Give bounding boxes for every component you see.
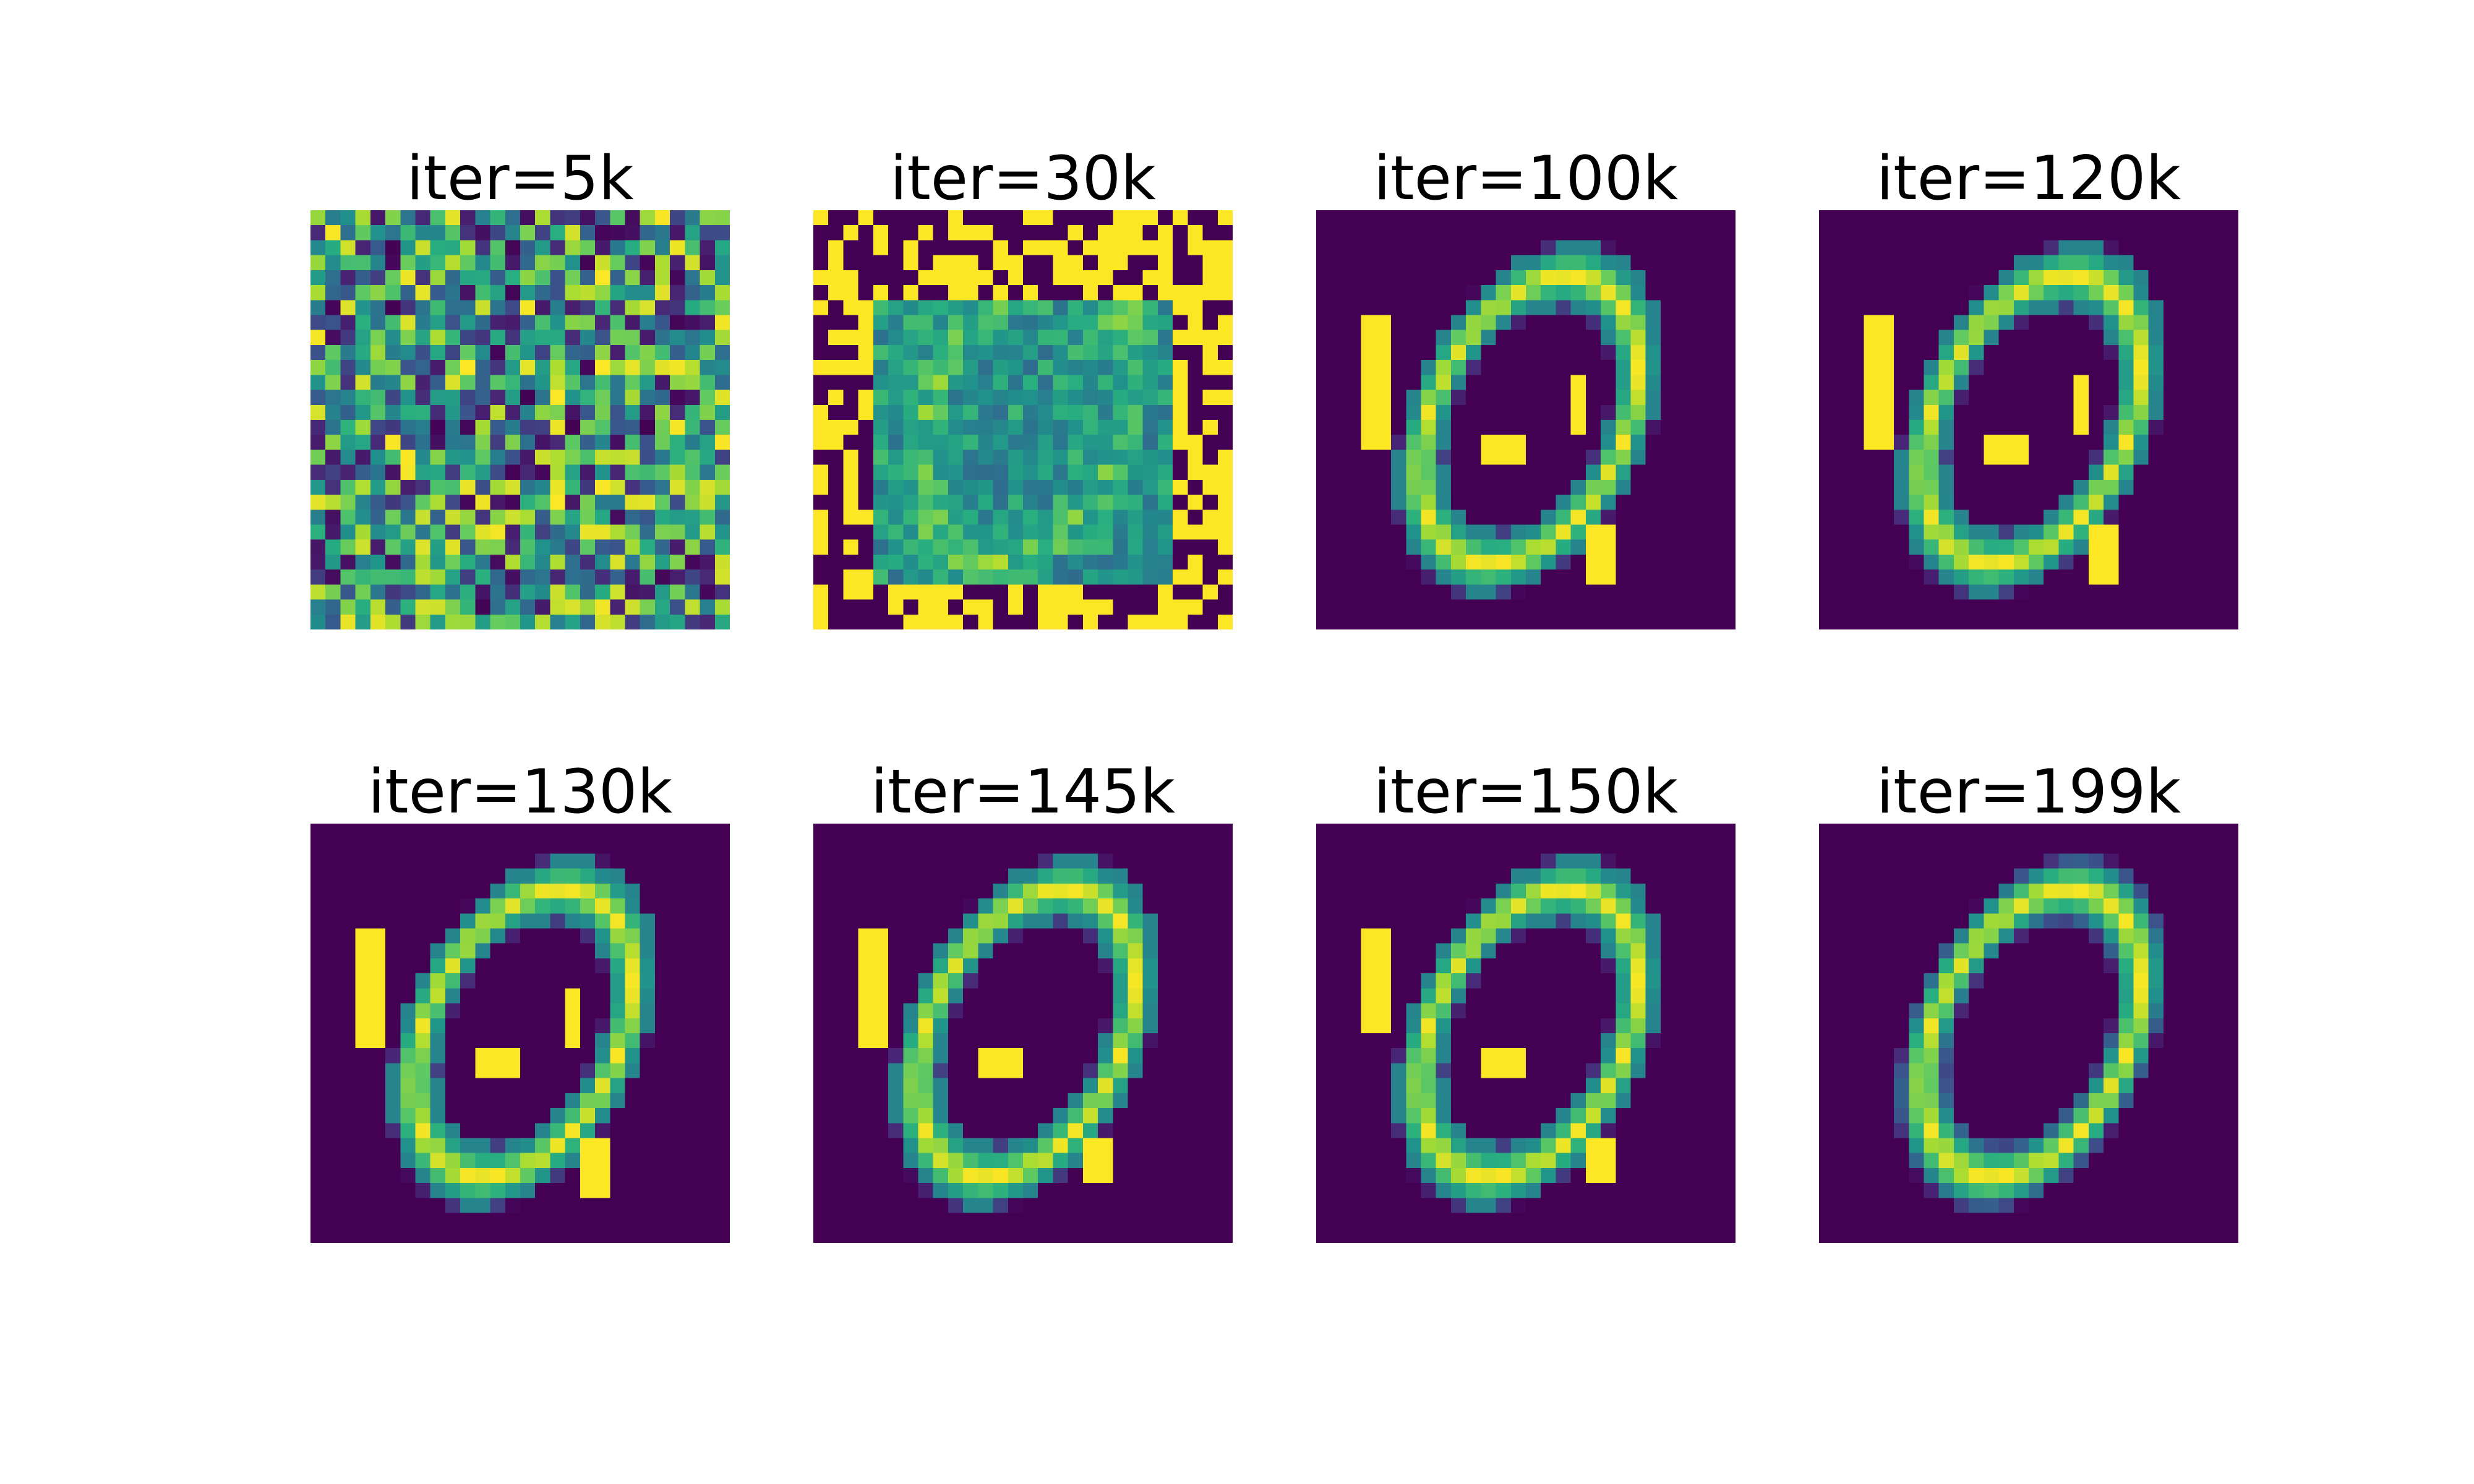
panel-iter-30k: iter=30k: [813, 147, 1233, 629]
sample-image: [1819, 824, 2238, 1243]
panel-iter-199k: iter=199k: [1819, 761, 2238, 1243]
sample-image: [813, 210, 1233, 629]
sample-image: [310, 210, 730, 629]
sample-image: [1819, 210, 2238, 629]
sample-image: [813, 824, 1233, 1243]
panel-iter-120k: iter=120k: [1819, 147, 2238, 629]
panel-iter-5k: iter=5k: [310, 147, 730, 629]
panel-title: iter=100k: [1373, 143, 1679, 214]
panel-title: iter=150k: [1373, 757, 1679, 827]
panel-title: iter=130k: [367, 757, 673, 827]
panel-iter-100k: iter=100k: [1316, 147, 1736, 629]
panel-iter-130k: iter=130k: [310, 761, 730, 1243]
panel-title: iter=199k: [1876, 757, 2181, 827]
sample-image: [1316, 824, 1736, 1243]
panel-title: iter=30k: [890, 143, 1156, 214]
panel-title: iter=120k: [1876, 143, 2181, 214]
panel-title: iter=5k: [406, 143, 634, 214]
sample-image: [1316, 210, 1736, 629]
panel-iter-150k: iter=150k: [1316, 761, 1736, 1243]
panel-title: iter=145k: [870, 757, 1176, 827]
sample-image: [310, 824, 730, 1243]
panel-iter-145k: iter=145k: [813, 761, 1233, 1243]
